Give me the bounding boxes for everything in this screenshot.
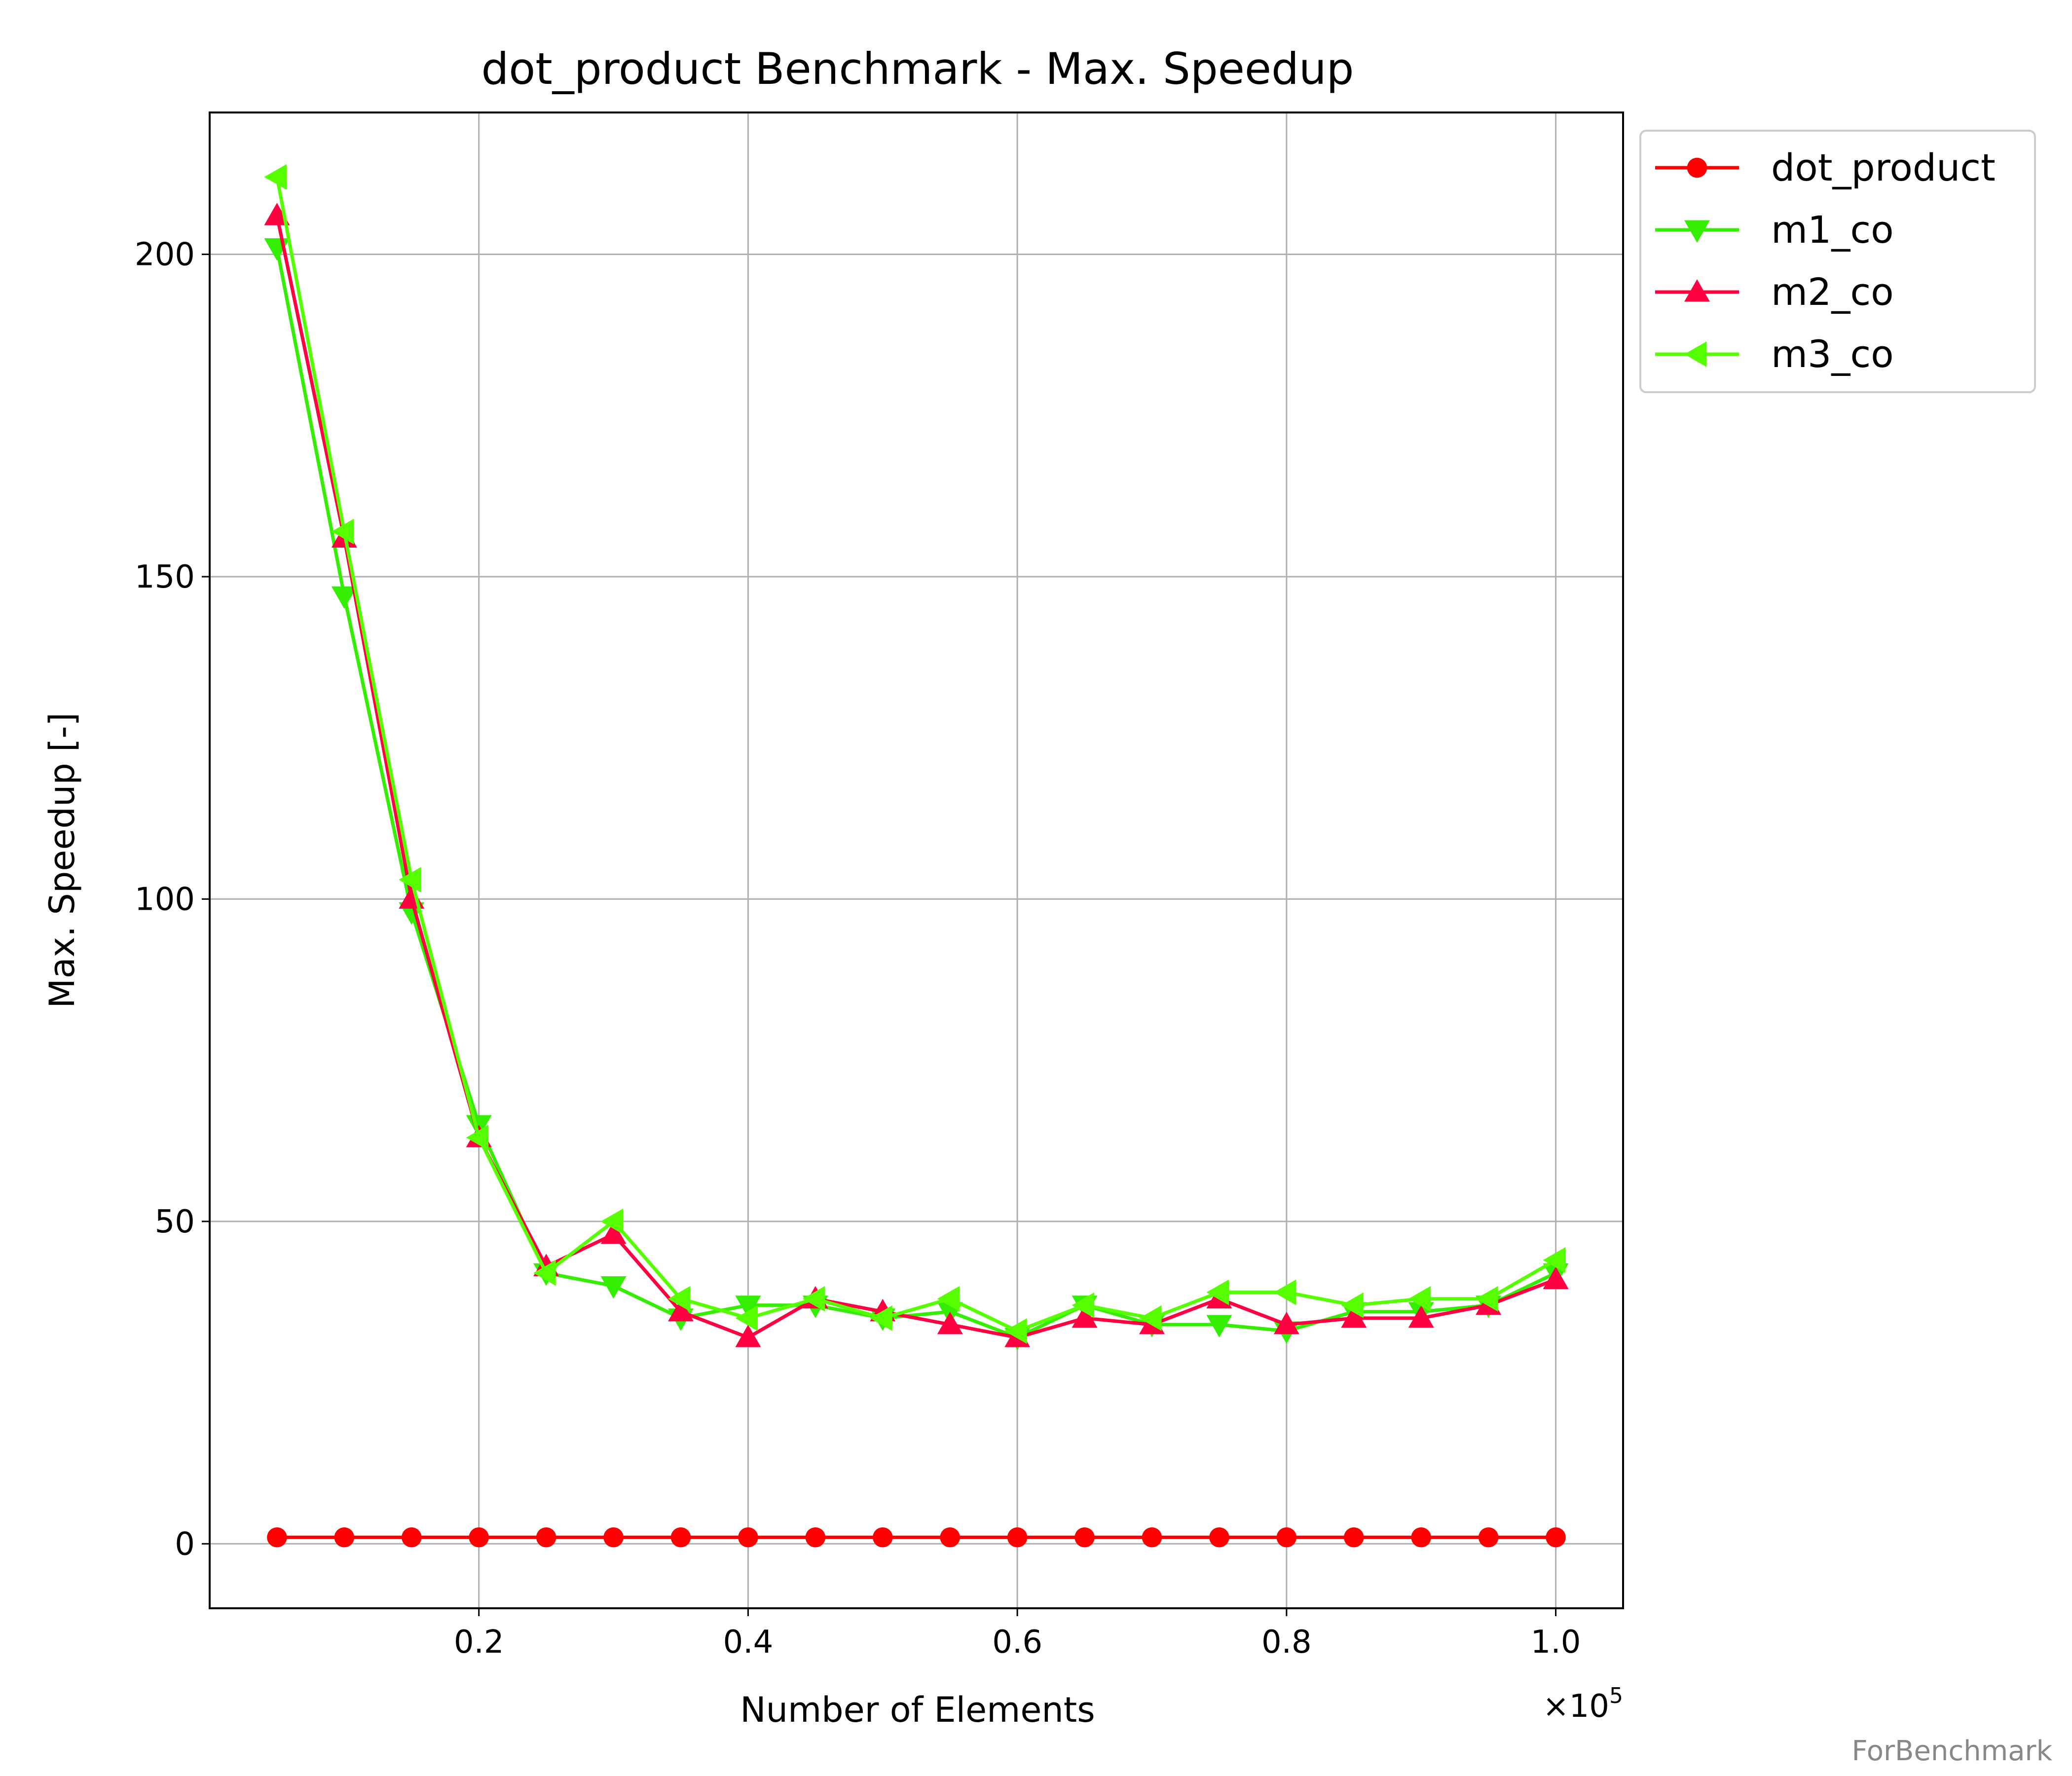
data-point [600,1276,627,1299]
data-point [873,1527,893,1548]
data-point [331,586,357,609]
data-point [1142,1527,1162,1548]
x-axis-ticks: 0.2 0.4 0.6 0.8 1.0 [454,1608,1581,1661]
data-point [1273,1311,1299,1334]
x-axis-scale-exponent: 5 [1609,1683,1623,1708]
data-point [870,1305,892,1331]
data-point [1139,1305,1162,1331]
data-point [267,1527,287,1548]
data-point [1543,1247,1566,1273]
data-point [738,1527,758,1548]
y-tick-label: 50 [155,1204,195,1240]
legend-marker [1687,157,1707,178]
series-line [275,177,1557,1333]
data-point [1341,1292,1364,1318]
data-point [1543,1266,1569,1289]
x-tick-label: 1.0 [1531,1624,1581,1661]
plot-frame [209,111,1624,1609]
legend-marker [1684,279,1710,302]
data-point [937,1286,960,1312]
data-point [600,1208,624,1234]
y-axis-ticks: 0 50 100 150 200 [135,237,210,1562]
series-dot_product [267,1527,1566,1548]
x-axis-label: Number of Elements [740,1690,1095,1730]
series-line [275,247,1557,1339]
data-point [1276,1527,1297,1548]
chart-title: dot_product Benchmark - Max. Speedup [481,43,1354,94]
series-m3_co [264,164,1566,1344]
data-point [466,1124,489,1150]
legend: dot_product m1_co m2_co m3_co [1639,130,2036,393]
grid [210,112,1623,1608]
data-point [1007,1527,1028,1548]
legend-label: m1_co [1771,208,1894,252]
data-point [735,1305,758,1331]
data-point [533,1260,556,1286]
x-tick-label: 0.8 [1261,1624,1312,1661]
series-m2_co [264,203,1569,1347]
data-point [1344,1527,1364,1548]
data-point [1273,1279,1296,1305]
data-point [469,1527,489,1548]
data-point [668,1298,694,1322]
x-tick-label: 0.4 [723,1624,774,1661]
data-point [735,1325,761,1347]
data-point [264,164,287,190]
data-point [536,1527,556,1548]
series-layer [264,164,1569,1548]
series-m1_co [264,238,1569,1351]
legend-marker [1684,341,1707,367]
data-point [1209,1527,1229,1548]
data-point [600,1221,627,1244]
data-point [1004,1318,1027,1344]
watermark: ForBenchmark [1851,1735,2052,1767]
legend-label: m2_co [1771,270,1894,314]
y-tick-label: 0 [175,1526,195,1562]
y-axis-label: Max. Speedup [-] [42,712,82,1008]
data-point [1206,1315,1232,1337]
data-point [1072,1305,1098,1328]
y-tick-label: 150 [135,559,195,595]
data-point [735,1295,761,1318]
data-point [1476,1286,1498,1312]
legend-item-dot_product: dot_product [1655,146,1996,189]
data-point [1478,1527,1499,1548]
legend-marker [1684,220,1710,243]
data-point [1408,1305,1434,1328]
data-point [402,1527,422,1548]
data-point [668,1286,691,1312]
data-point [331,518,354,545]
data-point [940,1527,960,1548]
legend-item-m1_co: m1_co [1655,208,1894,252]
data-point [1072,1292,1095,1318]
data-point [937,1311,963,1334]
legend-label: dot_product [1771,146,1996,189]
x-tick-label: 0.2 [454,1624,504,1661]
legend-item-m2_co: m2_co [1655,270,1894,314]
x-axis-scale-label: ×105 [1543,1683,1623,1725]
data-point [1408,1286,1431,1312]
legend-label: m3_co [1771,332,1894,376]
data-point [1074,1527,1095,1548]
data-point [603,1527,624,1548]
data-point [802,1286,825,1312]
data-point [1206,1279,1229,1305]
data-point [805,1527,826,1548]
legend-box [1639,130,2036,393]
y-tick-label: 200 [135,237,195,273]
x-tick-label: 0.6 [992,1624,1042,1661]
data-point [1411,1527,1431,1548]
legend-item-m3_co: m3_co [1655,332,1894,376]
data-point [1546,1527,1566,1548]
data-point [399,867,421,893]
data-point [334,1527,355,1548]
x-axis-scale-base: ×10 [1543,1688,1609,1725]
y-tick-label: 100 [135,881,195,918]
data-point [1341,1305,1367,1328]
series-line [275,215,1556,1339]
data-point [670,1527,691,1548]
